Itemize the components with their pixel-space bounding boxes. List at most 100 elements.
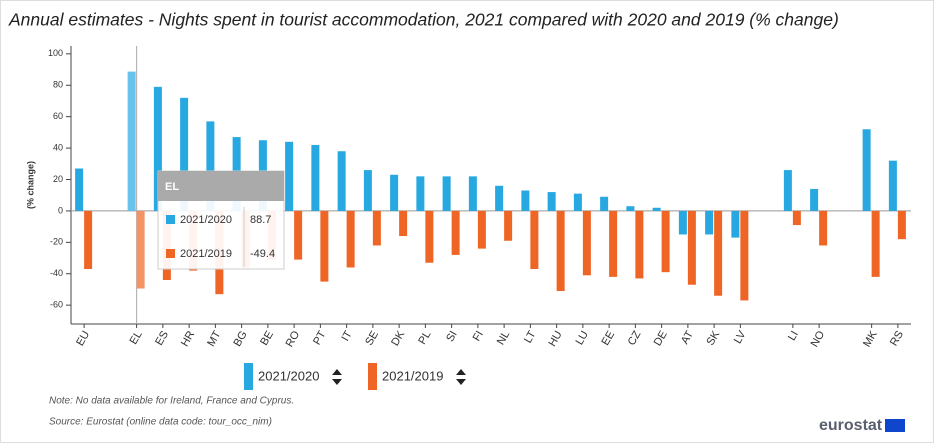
x-tick-label: DE <box>652 329 670 348</box>
bar <box>294 210 303 260</box>
bar <box>556 210 565 292</box>
bar <box>346 210 355 268</box>
bar <box>783 170 792 211</box>
bar <box>582 210 591 276</box>
bar <box>635 210 644 279</box>
x-tick-label: PT <box>311 329 329 347</box>
y-tick-label: 80 <box>53 80 63 90</box>
x-tick-label: PL <box>416 329 433 347</box>
x-tick-label: AT <box>679 329 696 347</box>
y-tick-label: 0 <box>58 205 63 215</box>
bar <box>206 121 215 211</box>
bar <box>678 210 687 235</box>
bar <box>705 210 714 235</box>
x-tick-label: MT <box>205 329 223 349</box>
legend-label[interactable]: 2021/2020 <box>258 368 319 383</box>
tooltip-series: 2021/2019 <box>180 248 232 260</box>
y-tick-label: 100 <box>48 48 63 58</box>
y-tick-label: -20 <box>50 237 63 247</box>
bar <box>127 71 136 211</box>
x-tick-label: ES <box>153 329 171 348</box>
x-tick-label: EE <box>600 329 618 348</box>
bar <box>740 210 749 301</box>
tooltip-swatch <box>166 249 175 258</box>
bar <box>425 210 434 263</box>
x-tick-label: CZ <box>626 329 644 348</box>
tooltip-series: 2021/2020 <box>180 214 232 226</box>
bar <box>504 210 513 241</box>
bar <box>320 210 329 282</box>
bar <box>495 185 504 211</box>
legend-swatch[interactable] <box>368 363 377 390</box>
y-tick-label: -60 <box>50 300 63 310</box>
x-tick-label: BE <box>258 329 276 348</box>
x-tick-label: LU <box>574 329 591 347</box>
y-tick-label: -40 <box>50 268 63 278</box>
x-tick-label: MK <box>861 328 880 349</box>
bar <box>468 176 477 211</box>
x-tick-label: RO <box>284 329 303 350</box>
bar <box>337 151 346 211</box>
bar <box>372 210 381 246</box>
bar <box>477 210 486 249</box>
x-tick-label: SI <box>444 329 460 344</box>
sort-arrows[interactable] <box>332 369 342 385</box>
bar <box>897 210 906 240</box>
x-tick-label: LT <box>522 329 539 346</box>
bar <box>819 210 828 246</box>
y-tick-label: 20 <box>53 174 63 184</box>
legend-swatch[interactable] <box>244 363 253 390</box>
bar <box>661 210 670 273</box>
bar <box>731 210 740 238</box>
source: Source: Eurostat (online data code: tour… <box>49 417 272 428</box>
bar <box>626 206 635 211</box>
bar <box>136 210 145 289</box>
bar <box>84 210 93 270</box>
bar <box>547 192 556 211</box>
bar <box>871 210 880 277</box>
bar <box>714 210 723 296</box>
y-tick-label: 40 <box>53 142 63 152</box>
tooltip-value: 88.7 <box>250 214 271 226</box>
tooltip-value: -49.4 <box>250 248 275 260</box>
x-tick-label: IT <box>339 329 354 344</box>
bar <box>390 174 399 211</box>
logo: eurostat <box>819 417 883 434</box>
bar <box>573 193 582 211</box>
bar <box>530 210 539 270</box>
x-tick-label: LI <box>786 329 801 343</box>
y-axis-label: (% change) <box>25 161 35 209</box>
y-tick-label: 60 <box>53 111 63 121</box>
x-tick-label: SK <box>705 328 723 347</box>
bar <box>652 207 661 211</box>
logo-flag <box>885 419 905 432</box>
bar <box>792 210 801 226</box>
x-tick-label: NL <box>495 329 512 347</box>
tooltip-title: EL <box>165 181 179 193</box>
x-tick-label: EL <box>128 329 145 347</box>
bar <box>442 176 451 211</box>
sort-arrows[interactable] <box>456 369 466 385</box>
x-tick-label: HR <box>179 329 197 349</box>
note: Note: No data available for Ireland, Fra… <box>49 396 294 407</box>
x-tick-label: BG <box>231 329 249 349</box>
bar <box>75 168 84 211</box>
bar <box>609 210 618 277</box>
legend-label[interactable]: 2021/2019 <box>382 368 443 383</box>
bar <box>180 97 189 211</box>
bar <box>153 86 162 211</box>
x-tick-label: EU <box>74 329 92 348</box>
bar <box>363 170 372 211</box>
x-tick-label: SE <box>363 329 381 348</box>
x-tick-label: DK <box>389 328 407 348</box>
bar <box>600 196 609 211</box>
bar <box>687 210 696 285</box>
x-tick-label: RS <box>888 329 906 348</box>
bar <box>416 176 425 211</box>
tooltip-header <box>158 171 284 201</box>
bar <box>285 141 294 211</box>
x-tick-label: FI <box>471 329 486 343</box>
bar <box>521 190 530 211</box>
